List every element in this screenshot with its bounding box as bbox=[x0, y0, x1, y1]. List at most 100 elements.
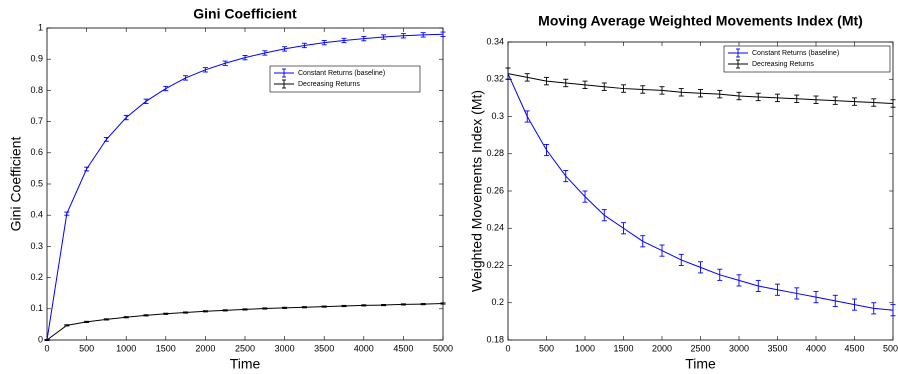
error-bar bbox=[103, 318, 109, 321]
error-bar bbox=[505, 67, 511, 80]
y-tick-label: 0.24 bbox=[486, 223, 504, 233]
error-bar bbox=[123, 114, 129, 121]
y-tick-label: 0 bbox=[38, 334, 43, 344]
error-bar bbox=[64, 211, 70, 216]
y-tick-label: 0.2 bbox=[491, 297, 504, 307]
error-bar bbox=[601, 82, 607, 91]
error-bar bbox=[678, 253, 684, 266]
x-tick-label: 3000 bbox=[275, 343, 295, 353]
y-tick-label: 0.8 bbox=[30, 85, 43, 95]
error-bar bbox=[563, 170, 569, 183]
error-bar bbox=[440, 302, 446, 305]
x-tick-label: 0 bbox=[44, 343, 49, 353]
y-tick-label: 0.9 bbox=[30, 54, 43, 64]
chart-title: Moving Average Weighted Movements Index … bbox=[538, 13, 863, 29]
error-bar bbox=[262, 50, 268, 56]
error-bar bbox=[678, 88, 684, 97]
error-bar bbox=[143, 98, 149, 104]
x-tick-label: 3000 bbox=[729, 343, 749, 353]
y-tick-label: 0.1 bbox=[30, 303, 43, 313]
error-bar bbox=[44, 339, 50, 341]
error-bar bbox=[64, 324, 70, 327]
error-bar bbox=[659, 244, 665, 257]
error-bar bbox=[202, 310, 208, 313]
y-tick-label: 0.2 bbox=[30, 272, 43, 282]
error-bar bbox=[524, 73, 530, 82]
x-axis-label: Time bbox=[685, 356, 716, 372]
x-tick-label: 3500 bbox=[314, 343, 334, 353]
error-bar bbox=[775, 283, 780, 296]
error-bar bbox=[301, 306, 307, 309]
x-tick-label: 1000 bbox=[575, 343, 595, 353]
error-bar bbox=[659, 86, 665, 95]
error-bar bbox=[601, 209, 607, 222]
error-bar bbox=[420, 303, 426, 306]
error-bar bbox=[163, 85, 169, 92]
error-bar bbox=[163, 312, 169, 315]
error-bar bbox=[123, 316, 129, 319]
error-bar bbox=[890, 99, 896, 108]
x-axis-label: Time bbox=[230, 356, 261, 372]
y-tick-label: 0.6 bbox=[30, 147, 43, 157]
error-bar bbox=[544, 76, 549, 86]
error-bar bbox=[832, 294, 838, 307]
error-bar bbox=[222, 309, 228, 312]
error-bar bbox=[361, 35, 367, 42]
error-bar bbox=[400, 33, 406, 39]
error-bar bbox=[563, 78, 569, 88]
error-bar bbox=[640, 85, 646, 94]
error-bar bbox=[143, 314, 149, 317]
error-bar bbox=[755, 92, 761, 102]
x-tick-label: 500 bbox=[79, 343, 94, 353]
x-tick-label: 500 bbox=[539, 343, 554, 353]
error-bar bbox=[852, 97, 857, 106]
x-tick-label: 4000 bbox=[354, 343, 374, 353]
y-tick-label: 0.3 bbox=[491, 111, 504, 121]
error-bar bbox=[640, 235, 646, 248]
x-tick-label: 1500 bbox=[156, 343, 176, 353]
x-tick-label: 4500 bbox=[844, 343, 864, 353]
error-bar bbox=[813, 95, 819, 104]
y-tick-label: 0.18 bbox=[486, 334, 504, 344]
error-bar bbox=[736, 274, 742, 287]
error-bar bbox=[341, 37, 347, 44]
legend-box bbox=[269, 65, 421, 93]
x-tick-label: 2500 bbox=[235, 343, 255, 353]
error-bar bbox=[852, 298, 857, 311]
chart-title: Gini Coefficient bbox=[193, 6, 297, 22]
legend-label: Decreasing Returns bbox=[752, 61, 814, 68]
error-bar bbox=[755, 279, 761, 293]
error-bar bbox=[544, 143, 549, 157]
error-bar bbox=[183, 75, 189, 81]
y-tick-label: 0.22 bbox=[486, 260, 504, 270]
x-tick-label: 4500 bbox=[393, 343, 413, 353]
legend-label: Constant Returns (baseline) bbox=[752, 50, 839, 57]
error-bar bbox=[242, 55, 248, 61]
y-tick-label: 0.32 bbox=[486, 74, 504, 84]
error-bar bbox=[183, 311, 189, 314]
x-tick-label: 3500 bbox=[767, 343, 787, 353]
error-bar bbox=[794, 287, 800, 300]
x-tick-label: 2000 bbox=[195, 343, 215, 353]
error-bar bbox=[698, 89, 703, 98]
error-bar bbox=[381, 34, 387, 40]
error-bar bbox=[321, 305, 327, 308]
y-axis-label: Gini Coefficient bbox=[8, 137, 24, 232]
y-tick-label: 0.5 bbox=[30, 178, 43, 188]
x-tick-label: 0 bbox=[505, 343, 510, 353]
y-tick-label: 0.26 bbox=[486, 185, 504, 195]
error-bar bbox=[582, 80, 588, 90]
error-bar bbox=[440, 31, 446, 37]
x-tick-label: 5000 bbox=[433, 343, 453, 353]
error-bar bbox=[871, 302, 877, 315]
error-bar bbox=[103, 137, 109, 142]
error-bar bbox=[262, 307, 268, 310]
error-bar bbox=[621, 84, 626, 93]
error-bar bbox=[282, 46, 288, 52]
error-bar bbox=[775, 93, 780, 103]
error-bar bbox=[524, 110, 530, 123]
error-bar bbox=[813, 291, 819, 304]
y-axis-label: Weighted Movements Index (Mt) bbox=[469, 90, 485, 292]
x-tick-label: 1000 bbox=[116, 343, 136, 353]
legend-box bbox=[723, 45, 891, 73]
